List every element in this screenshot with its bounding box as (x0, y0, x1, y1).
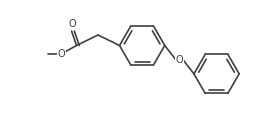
Text: O: O (176, 55, 183, 65)
Text: O: O (58, 49, 65, 59)
Text: O: O (69, 19, 76, 29)
